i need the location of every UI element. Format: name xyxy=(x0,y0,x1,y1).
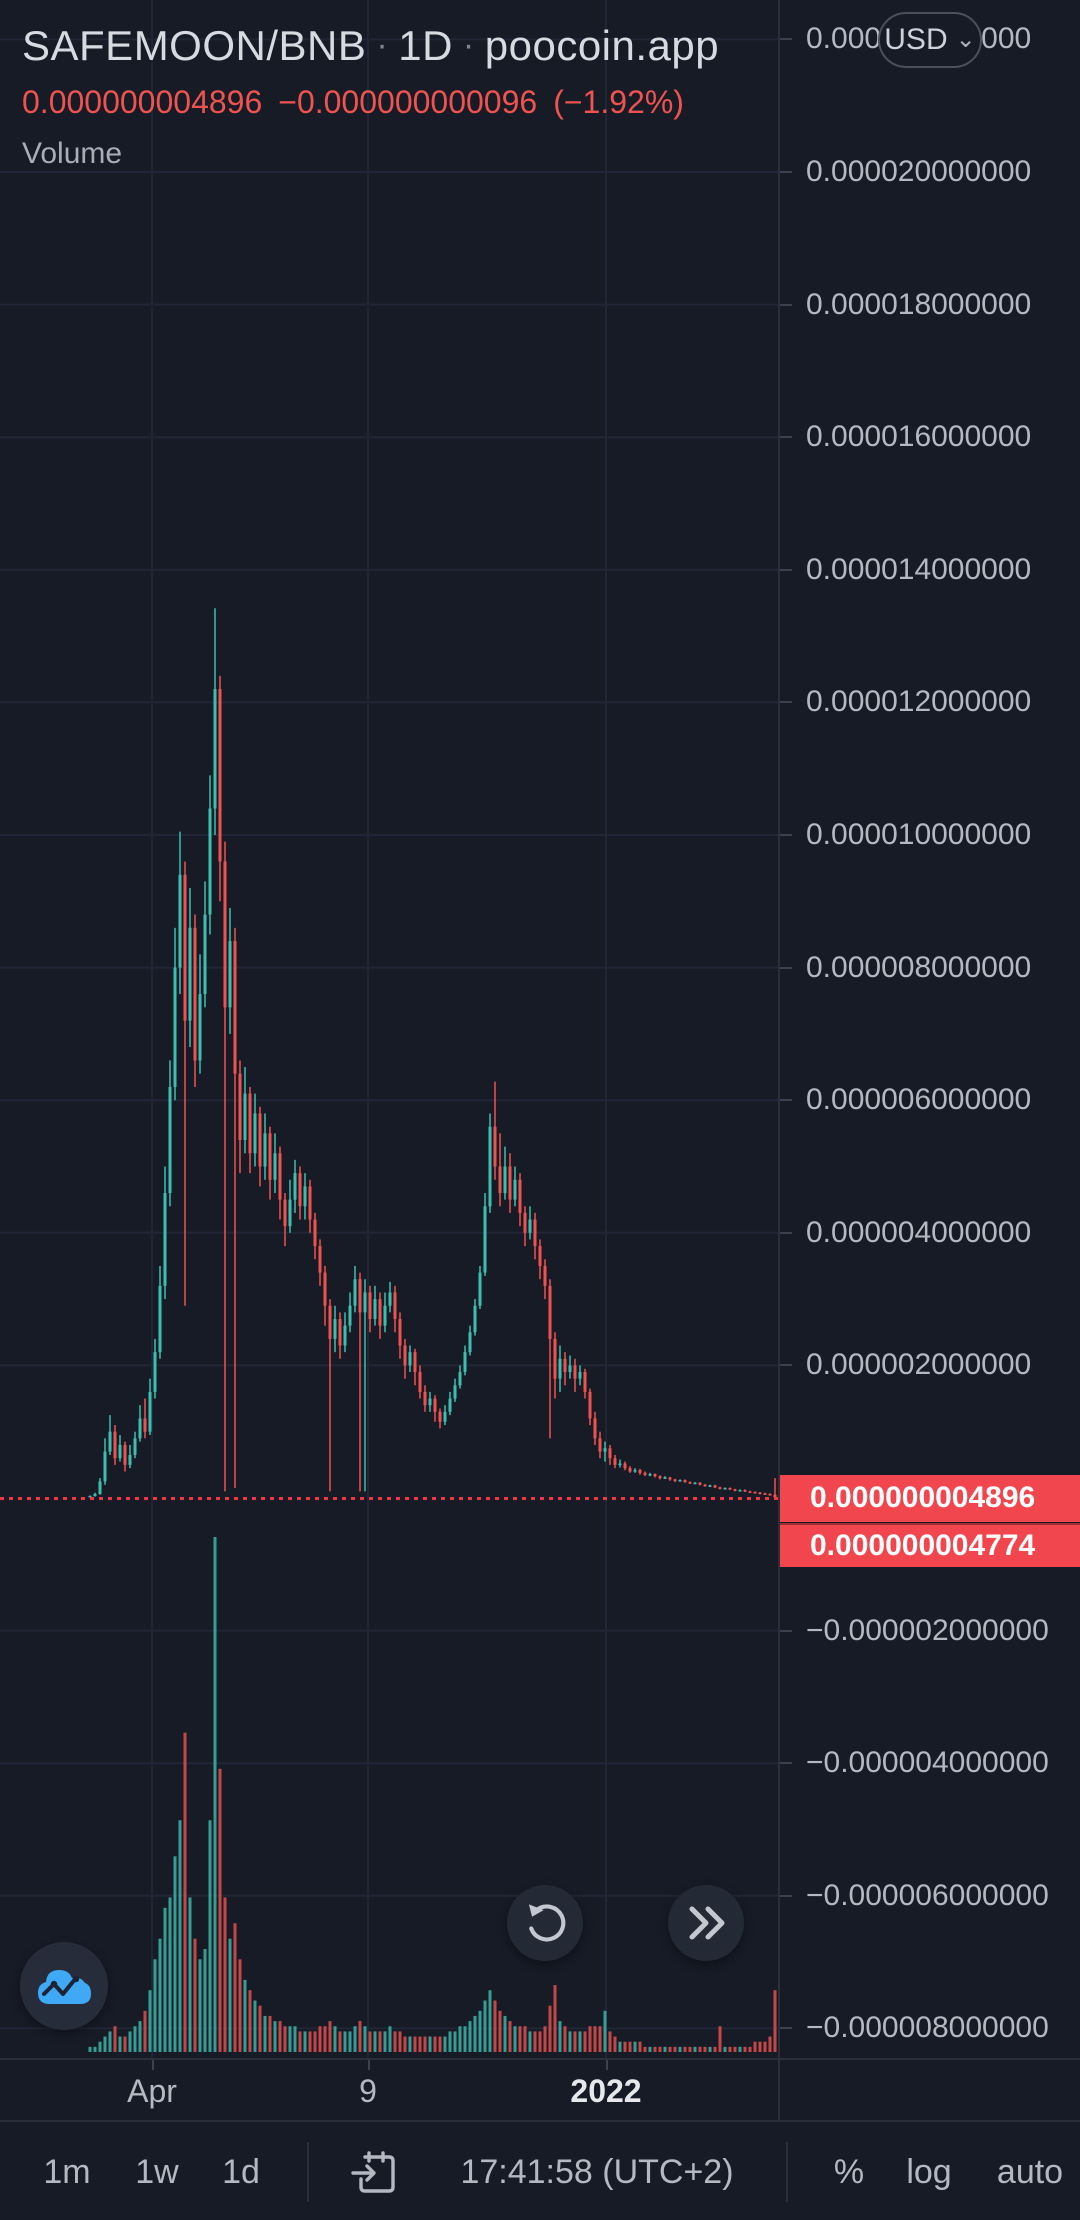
clock-timezone-button[interactable]: 17:41:58 (UTC+2) xyxy=(460,2153,734,2191)
price-axis-tick xyxy=(780,1231,792,1234)
volume-indicator-label[interactable]: Volume xyxy=(22,137,123,170)
price-axis-label: 0.000010000000 xyxy=(806,818,1032,851)
candlestick-chart[interactable] xyxy=(0,0,778,2058)
secondary-price-badge: 0.000000004774 xyxy=(780,1523,1080,1567)
price-axis-tick xyxy=(780,436,792,439)
price-axis-label: −0.000006000000 xyxy=(806,1878,1049,1912)
current-price-badge: 0.000000004896 xyxy=(780,1474,1080,1522)
percent-scale-button[interactable]: % xyxy=(833,2153,865,2191)
poocoin-logo[interactable] xyxy=(20,1942,108,2030)
price-change: −0.000000000096 xyxy=(278,84,538,120)
interval-button-1w[interactable]: 1w xyxy=(135,2153,179,2191)
auto-scale-button[interactable]: auto xyxy=(996,2153,1064,2191)
price-axis-tick xyxy=(780,1364,792,1367)
price-axis-label: −0.000008000000 xyxy=(806,2011,1049,2045)
price-axis-label: −0.000002000000 xyxy=(806,1613,1049,1647)
price-axis-label: 0.000014000000 xyxy=(806,552,1032,586)
time-axis-label: Apr xyxy=(127,2073,177,2109)
scroll-to-realtime-button[interactable] xyxy=(668,1885,744,1961)
price-axis-label: 0.000002000000 xyxy=(806,1348,1032,1382)
time-axis-label: 9 xyxy=(359,2073,377,2109)
price-axis-label: 0.000004000000 xyxy=(806,1215,1032,1249)
price-axis-tick xyxy=(780,1099,792,1102)
chart-canvas xyxy=(0,0,778,2058)
price-axis-tick xyxy=(780,568,792,571)
symbol-name: SAFEMOON/BNB xyxy=(22,22,367,69)
price-axis-tick xyxy=(780,1629,792,1632)
price-axis-tick xyxy=(780,303,792,306)
price-axis-label: 0.000012000000 xyxy=(806,685,1032,719)
toolbar-divider xyxy=(307,2142,309,2202)
currency-label: USD xyxy=(884,23,948,56)
interval-button-1d[interactable]: 1d xyxy=(222,2153,260,2191)
log-scale-button[interactable]: log xyxy=(906,2153,952,2191)
price-axis-label: 0.000006000000 xyxy=(806,1083,1032,1117)
calendar-arrow-icon xyxy=(351,2151,395,2193)
chevron-down-icon: ⌄ xyxy=(955,26,976,53)
rotate-ccw-icon xyxy=(528,1904,566,1942)
current-price-dotted-line xyxy=(0,1497,778,1500)
interval-button-1m[interactable]: 1m xyxy=(43,2153,91,2191)
venue-label: poocoin.app xyxy=(484,22,720,69)
price-axis-label: 0.000018000000 xyxy=(806,287,1032,321)
bottom-toolbar: 1m 1w 1d 17:41:58 (UTC+2) % log auto xyxy=(0,2120,1080,2220)
price-scale[interactable]: 0.0000220000000.0000200000000.0000180000… xyxy=(778,0,1080,2058)
price-change-percent: (−1.92%) xyxy=(553,84,684,120)
currency-selector-button[interactable]: USD ⌄ xyxy=(878,12,982,68)
price-axis-tick xyxy=(780,38,792,41)
price-axis-label: 0.000016000000 xyxy=(806,420,1032,454)
price-axis-label: −0.000004000000 xyxy=(806,1746,1049,1780)
price-axis-label: 0.000020000000 xyxy=(806,155,1032,188)
title-separator: · xyxy=(462,26,475,64)
price-axis-tick xyxy=(780,834,792,836)
price-axis-tick xyxy=(780,966,792,969)
last-price: 0.000000004896 xyxy=(22,84,263,120)
poocoin-cloud-icon xyxy=(38,1970,91,2004)
interval-label: 1D xyxy=(398,22,453,69)
price-axis-tick xyxy=(780,1894,792,1897)
symbol-title[interactable]: SAFEMOON/BNB · 1D · poocoin.app xyxy=(22,22,719,70)
title-separator: · xyxy=(376,26,389,64)
reset-chart-button[interactable] xyxy=(507,1885,583,1961)
axis-separator xyxy=(778,2060,780,2122)
price-axis-label: 0.000008000000 xyxy=(806,950,1032,984)
price-axis-tick xyxy=(780,171,792,173)
toolbar-divider xyxy=(786,2142,788,2202)
time-axis-tick xyxy=(368,2060,370,2070)
price-axis-tick xyxy=(780,2027,792,2030)
time-axis-label-year: 2022 xyxy=(570,2073,642,2109)
double-chevron-right-icon xyxy=(689,1906,725,1940)
time-scale[interactable]: Apr 9 2022 xyxy=(0,2058,1080,2122)
price-axis-tick xyxy=(780,1762,792,1765)
time-axis-tick xyxy=(152,2060,154,2070)
price-change-row: 0.000000004896 −0.000000000096 (−1.92%) xyxy=(22,84,719,121)
price-axis-tick xyxy=(780,701,792,704)
go-to-date-button[interactable] xyxy=(351,2122,397,2220)
time-axis-tick xyxy=(606,2060,608,2070)
